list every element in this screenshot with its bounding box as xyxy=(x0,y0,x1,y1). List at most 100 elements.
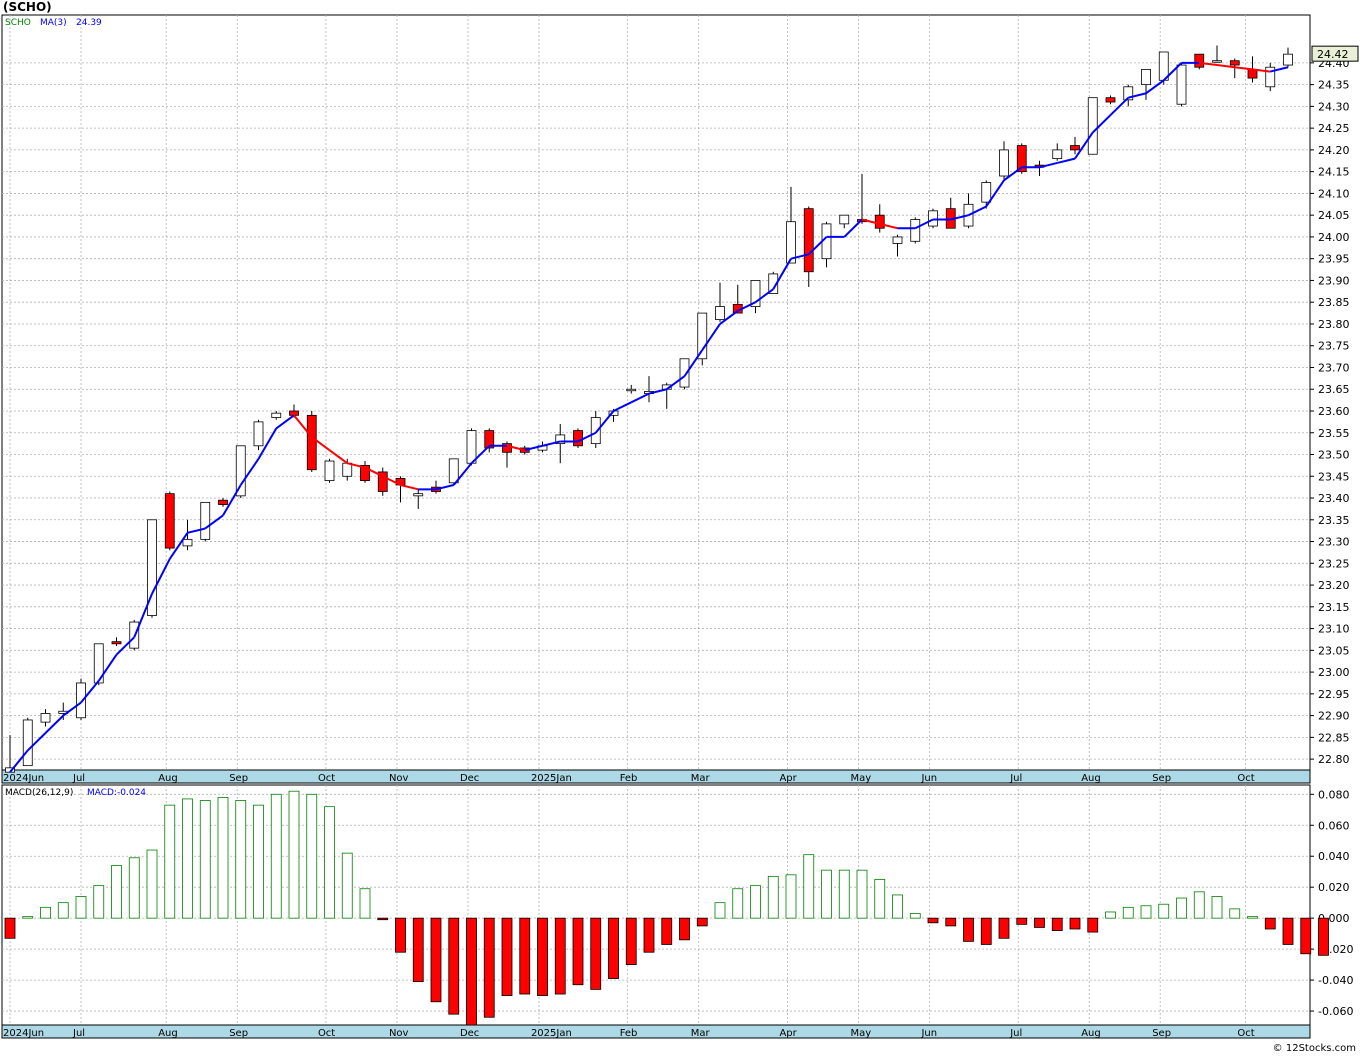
price-tick-label: 23.80 xyxy=(1318,318,1350,331)
ma-legend-value: 24.39 xyxy=(76,18,102,28)
price-tick-label: 23.05 xyxy=(1318,644,1350,657)
candle-body xyxy=(147,519,157,616)
macd-panel xyxy=(1,784,1311,1026)
price-xaxis-label: Jun xyxy=(920,773,937,784)
ma-line-segment xyxy=(772,258,792,290)
ma-line-segment xyxy=(452,462,473,486)
price-tick-label: 22.90 xyxy=(1318,710,1350,723)
candle-body xyxy=(342,462,353,477)
macd-bar xyxy=(1282,917,1294,945)
price-tick-label: 23.55 xyxy=(1318,427,1350,440)
price-xaxis-label: May xyxy=(850,773,871,784)
macd-bar xyxy=(980,917,992,945)
ma-line-segment xyxy=(168,532,189,560)
macd-bar xyxy=(395,917,406,953)
ma-line-segment xyxy=(1234,66,1253,71)
macd-xaxis-label: Oct xyxy=(318,1028,335,1039)
ma-line-segment xyxy=(9,749,29,773)
price-tick-label: 23.30 xyxy=(1318,536,1350,549)
macd-xaxis-label: 2024Jun xyxy=(3,1028,44,1039)
macd-bar xyxy=(22,916,34,919)
candle-body xyxy=(76,682,86,719)
ma-line-segment xyxy=(719,310,739,325)
price-xaxis-band xyxy=(1,769,1311,784)
macd-bar xyxy=(1034,917,1045,928)
macd-bar xyxy=(146,849,158,919)
candle-body xyxy=(874,214,885,229)
ma-line-segment xyxy=(542,440,561,447)
macd-bar xyxy=(501,917,513,996)
ma-line-segment xyxy=(382,475,401,486)
price-xaxis-label: Apr xyxy=(779,773,797,784)
ma-line-segment xyxy=(62,701,82,717)
candle-body xyxy=(981,182,992,203)
macd-bar xyxy=(1122,906,1134,919)
ma-line-segment xyxy=(1003,166,1023,182)
macd-xaxis-label: Dec xyxy=(460,1028,479,1039)
macd-bar xyxy=(927,917,939,924)
candle-body xyxy=(182,538,193,547)
price-tick-label: 23.50 xyxy=(1318,449,1350,462)
candle-body xyxy=(253,421,264,447)
candle-body xyxy=(1229,60,1240,66)
macd-bar xyxy=(1229,908,1241,919)
macd-bar xyxy=(306,793,318,919)
price-tick-label: 23.20 xyxy=(1318,579,1350,592)
ma-line-segment xyxy=(347,462,366,469)
ma-line-segment xyxy=(843,218,863,238)
macd-xaxis-label: Sep xyxy=(229,1028,248,1039)
macd-bar xyxy=(537,917,548,996)
price-tick-label: 24.35 xyxy=(1318,79,1350,92)
ma-line-segment xyxy=(257,427,278,460)
price-xaxis-label: 2025Jan xyxy=(531,773,572,784)
price-tick-label: 24.30 xyxy=(1318,100,1350,113)
macd-bar xyxy=(945,917,957,927)
macd-xaxis-label: Jul xyxy=(1009,1028,1022,1039)
candle-body xyxy=(750,280,761,307)
candle-body xyxy=(360,464,370,482)
ma-line-segment xyxy=(293,414,313,438)
ma-line-segment xyxy=(187,527,206,534)
price-xaxis-label: 2024Jun xyxy=(3,773,44,784)
macd-bar xyxy=(1016,917,1028,925)
last-price-tag xyxy=(1311,45,1359,62)
ma-line-segment xyxy=(1199,61,1218,67)
ma-line-segment xyxy=(80,680,100,704)
macd-bar xyxy=(608,917,619,979)
ma-line-segment xyxy=(879,222,898,230)
price-tick-label: 23.60 xyxy=(1318,405,1350,418)
price-xaxis-label: Aug xyxy=(1081,773,1101,784)
macd-xaxis-label: Mar xyxy=(691,1028,711,1039)
price-tick-label: 23.25 xyxy=(1318,557,1350,570)
macd-bar xyxy=(998,917,1010,939)
price-tick-label: 23.85 xyxy=(1318,296,1350,309)
ma-line-segment xyxy=(506,444,525,452)
candle-body xyxy=(306,414,317,471)
ma-line-segment xyxy=(594,410,615,434)
price-xaxis-label: Feb xyxy=(620,773,638,784)
ma-line-segment xyxy=(1109,96,1129,116)
price-tick-label: 23.70 xyxy=(1318,361,1350,374)
macd-bar xyxy=(874,879,886,919)
ma-line-segment xyxy=(648,388,667,395)
macd-bar xyxy=(164,804,176,919)
macd-xaxis-label: Aug xyxy=(1081,1028,1101,1039)
candle-body xyxy=(928,210,938,227)
candle-body xyxy=(271,412,282,418)
candle-body xyxy=(1265,66,1276,88)
ma-line-segment xyxy=(1039,161,1058,169)
candle-body xyxy=(910,219,921,242)
ma-line-segment xyxy=(222,484,242,516)
price-symbol-label: SCHO xyxy=(5,18,31,28)
macd-xaxis-band xyxy=(1,1024,1311,1039)
ma-line-segment xyxy=(701,323,721,351)
ma-line-segment xyxy=(1092,114,1112,134)
macd-bar xyxy=(57,902,69,919)
price-tick-label: 23.65 xyxy=(1318,383,1350,396)
price-tick-label: 24.05 xyxy=(1318,209,1350,222)
macd-bar xyxy=(1211,896,1223,919)
macd-bar xyxy=(253,804,264,919)
ma-line-segment xyxy=(1216,64,1235,69)
candle-body xyxy=(1105,97,1116,103)
ma-line-segment xyxy=(27,732,47,752)
